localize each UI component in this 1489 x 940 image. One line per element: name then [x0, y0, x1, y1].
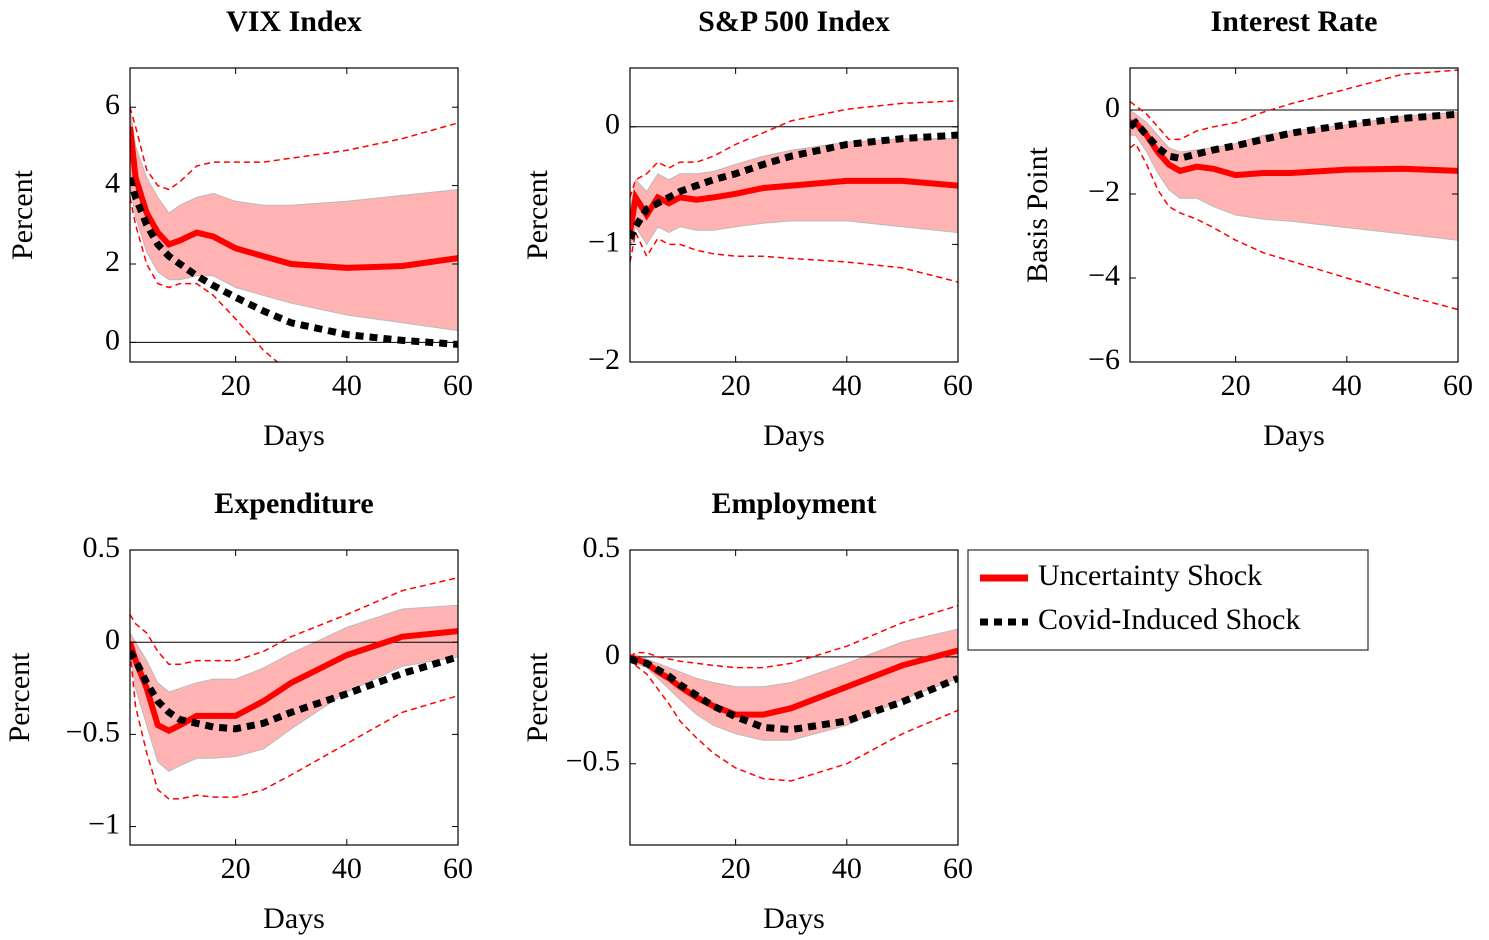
- axis-frame: [129, 549, 459, 846]
- x-tick-label: 60: [1443, 369, 1473, 402]
- panel: 20 40 60 −0.5 0 0.5 Employment Days Percent Uncer…: [521, 487, 1369, 935]
- legend-label: Covid-Induced Shock: [1038, 603, 1300, 636]
- x-tick-label: 60: [943, 369, 973, 402]
- bound-line: [130, 106, 458, 191]
- x-tick-label: 40: [832, 369, 862, 402]
- x-tick-label: 20: [721, 369, 751, 402]
- y-tick-label: −0.5: [566, 745, 620, 778]
- x-tick-label: 40: [332, 852, 362, 885]
- legend-label: Uncertainty Shock: [1038, 559, 1262, 592]
- y-axis-label: Percent: [3, 652, 36, 743]
- x-tick-label: 20: [1221, 369, 1251, 402]
- y-axis-label: Percent: [521, 652, 554, 743]
- chart-title: VIX Index: [226, 5, 362, 38]
- panel: 20 40 60 0 2 4 6 VIX Index Days Percent: [6, 5, 473, 452]
- x-tick-label: 20: [221, 852, 251, 885]
- series-line: [130, 126, 458, 271]
- x-tick-label: 20: [721, 852, 751, 885]
- bound-line: [1130, 69, 1458, 141]
- y-tick-label: 4: [105, 166, 120, 199]
- panel: 20 40 60 −2 −1 0 S&P 500 Index Days Percent: [521, 5, 973, 452]
- series-line: [130, 628, 458, 735]
- confidence-band: [130, 107, 458, 332]
- y-tick-label: 6: [105, 88, 120, 121]
- chart-title: Expenditure: [214, 487, 373, 520]
- series-line: [1130, 110, 1458, 162]
- plot-area: [630, 604, 958, 782]
- x-tick-label: 40: [832, 852, 862, 885]
- y-tick-label: 0: [105, 323, 120, 356]
- chart-title: Employment: [712, 487, 877, 520]
- y-axis-label: Percent: [521, 169, 554, 260]
- axis-frame: [629, 549, 959, 846]
- y-tick-label: 0.5: [583, 531, 621, 564]
- plot-area: [130, 576, 458, 800]
- x-tick-label: 60: [443, 852, 473, 885]
- bound-line: [130, 651, 458, 800]
- axis-frame: [629, 67, 959, 363]
- y-tick-label: −0.5: [66, 715, 120, 748]
- bound-line: [630, 230, 958, 283]
- x-tick-label: 40: [1332, 369, 1362, 402]
- x-axis-label: Days: [1263, 419, 1325, 452]
- y-tick-label: −1: [88, 807, 120, 840]
- x-tick-label: 60: [943, 852, 973, 885]
- chart-title: S&P 500 Index: [698, 5, 890, 38]
- y-axis-label: Percent: [6, 169, 39, 260]
- x-tick-label: 60: [443, 369, 473, 402]
- chart-title: Interest Rate: [1211, 5, 1378, 38]
- series-line: [130, 176, 458, 348]
- y-tick-label: −1: [588, 225, 620, 258]
- series-line: [630, 131, 958, 241]
- bound-line: [130, 197, 279, 362]
- y-axis-label: Basis Point: [1021, 146, 1054, 283]
- x-axis-label: Days: [263, 902, 325, 935]
- y-tick-label: −4: [1088, 259, 1120, 292]
- series-line: [1130, 119, 1458, 179]
- bound-line: [1130, 142, 1458, 311]
- y-tick-label: 2: [105, 245, 120, 278]
- confidence-band: [630, 138, 958, 251]
- series-line: [630, 655, 958, 734]
- x-axis-label: Days: [763, 419, 825, 452]
- y-tick-label: 0: [1105, 91, 1120, 124]
- y-tick-label: −2: [1088, 175, 1120, 208]
- x-tick-label: 40: [332, 369, 362, 402]
- panel: 20 40 60 −1 −0.5 0 0.5 Expenditure Days Percent: [3, 487, 473, 935]
- plot-area: [630, 100, 958, 283]
- y-tick-label: 0: [105, 623, 120, 656]
- x-tick-label: 20: [221, 369, 251, 402]
- y-tick-label: 0: [605, 108, 620, 141]
- confidence-band: [130, 604, 458, 772]
- legend-box: [967, 549, 1369, 651]
- y-tick-label: −2: [588, 343, 620, 376]
- y-tick-label: 0.5: [83, 531, 121, 564]
- y-tick-label: −6: [1088, 343, 1120, 376]
- plot-area: [1130, 69, 1458, 311]
- axis-frame: [129, 67, 459, 363]
- panel: 20 40 60 −6 −4 −2 0 Interest Rate Days Basis Poin…: [1021, 5, 1473, 452]
- bound-line: [630, 604, 958, 669]
- bound-line: [130, 576, 458, 666]
- axis-frame: [1129, 67, 1459, 363]
- x-axis-label: Days: [263, 419, 325, 452]
- x-axis-label: Days: [763, 902, 825, 935]
- y-tick-label: 0: [605, 638, 620, 671]
- plot-area: [130, 106, 458, 362]
- bound-line: [630, 100, 958, 198]
- bound-line: [630, 656, 958, 782]
